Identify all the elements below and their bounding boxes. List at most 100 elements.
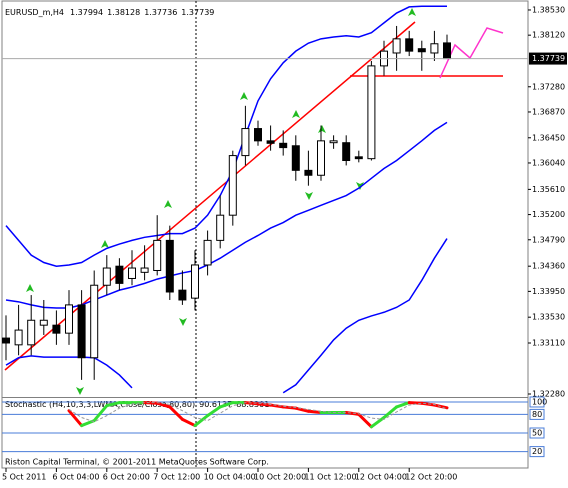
indicator-segment bbox=[281, 405, 298, 410]
x-tick-label: 11 Oct 12:00 bbox=[304, 473, 356, 482]
indicator-segment bbox=[105, 401, 121, 408]
x-tick-label: 12 Oct 20:00 bbox=[405, 473, 457, 482]
y-tick-label: 80 bbox=[532, 410, 542, 419]
fractal-up bbox=[101, 240, 109, 248]
x-tick-label: 7 Oct 12:00 bbox=[153, 473, 200, 482]
symbol-title: EURUSD_m,H4 bbox=[5, 8, 64, 17]
quote-high: 1.38128 bbox=[107, 8, 140, 17]
indicator-segment bbox=[218, 401, 235, 409]
indicator-segment bbox=[256, 402, 273, 407]
candle-body bbox=[304, 169, 313, 176]
indicator-segment bbox=[206, 405, 222, 418]
indicator-main-value: 90.6137 bbox=[199, 400, 232, 409]
candle-body bbox=[342, 142, 351, 162]
candle-body bbox=[52, 324, 61, 334]
fractal-up bbox=[292, 110, 300, 118]
candle-body bbox=[77, 304, 86, 359]
candle-body bbox=[417, 48, 426, 53]
candle-body bbox=[266, 140, 275, 144]
candle-body bbox=[65, 304, 73, 334]
candle-body bbox=[405, 38, 414, 52]
candle-body bbox=[153, 239, 162, 271]
candle-body bbox=[165, 239, 174, 293]
chart-header: EURUSD_m,H4 1.37994 1.38128 1.37736 1.37739 bbox=[5, 8, 214, 17]
x-tick-label: 5 Oct 2011 bbox=[2, 473, 46, 482]
level-label-box bbox=[529, 446, 545, 458]
candle-body bbox=[367, 65, 376, 160]
indicator-segment bbox=[143, 401, 159, 405]
indicator-segment bbox=[269, 403, 285, 409]
band-line bbox=[68, 402, 448, 423]
y-tick-label: 1.38120 bbox=[532, 31, 565, 40]
x-tick-label: 10 Oct 04:00 bbox=[204, 473, 256, 482]
fractal-up bbox=[164, 200, 172, 208]
level-label-box bbox=[529, 396, 545, 408]
band-line bbox=[5, 5, 447, 267]
candle-body bbox=[241, 128, 250, 157]
frame bbox=[1, 0, 529, 469]
current-price-box bbox=[529, 52, 567, 65]
y-tick-label: 1.32280 bbox=[532, 389, 565, 398]
candle-body bbox=[228, 155, 237, 216]
quote-low: 1.37736 bbox=[144, 8, 177, 17]
indicator-segment bbox=[67, 409, 84, 428]
candle-body bbox=[430, 43, 439, 54]
candle-body bbox=[203, 239, 212, 266]
y-tick-label: 1.36870 bbox=[532, 107, 565, 116]
y-tick-label: 1.33110 bbox=[532, 338, 565, 347]
level-label-box bbox=[529, 427, 545, 439]
candle-body bbox=[2, 337, 10, 344]
candle-body bbox=[115, 265, 124, 284]
indicator-segment bbox=[92, 404, 109, 423]
indicator-segment bbox=[294, 406, 310, 413]
fractal-up bbox=[318, 125, 326, 133]
current-price-label: 1.37739 bbox=[532, 54, 565, 63]
candle-body bbox=[354, 156, 363, 160]
band-line bbox=[282, 238, 448, 394]
indicator-segment bbox=[180, 417, 197, 428]
fractal-up bbox=[408, 8, 416, 16]
trend-line bbox=[4, 21, 416, 371]
y-tick-label: 1.38530 bbox=[532, 5, 565, 14]
x-tick-label: 10 Oct 20:00 bbox=[254, 473, 306, 482]
quote-open: 1.37994 bbox=[70, 8, 103, 17]
candle-body bbox=[317, 140, 325, 176]
indicator-segment bbox=[155, 401, 172, 409]
y-tick-label: 100 bbox=[532, 397, 547, 406]
candle-body bbox=[329, 140, 338, 144]
candle-body bbox=[254, 128, 262, 142]
candle-body bbox=[191, 264, 199, 299]
fractal-down bbox=[179, 318, 187, 326]
indicator-title: Stochastic (H4,10,3,3,LWMA,Close/Close,8… bbox=[5, 400, 195, 409]
y-tick-label: 1.35200 bbox=[532, 210, 565, 219]
candle-body bbox=[128, 267, 136, 279]
candle-body bbox=[291, 145, 300, 171]
y-tick-label: 1.34360 bbox=[532, 262, 565, 271]
quote-close: 1.37739 bbox=[181, 8, 214, 17]
indicator-segment bbox=[369, 415, 386, 429]
candle-body bbox=[178, 289, 187, 301]
candle-body bbox=[102, 267, 111, 286]
indicator-segment bbox=[306, 409, 323, 415]
y-tick-label: 1.34790 bbox=[532, 235, 565, 244]
y-tick-label: 1.33950 bbox=[532, 287, 565, 296]
candle-body bbox=[443, 42, 451, 60]
y-tick-label: 20 bbox=[532, 447, 542, 456]
y-tick-label: 1.33530 bbox=[532, 313, 565, 322]
indicator-segment bbox=[193, 414, 210, 428]
indicator-segment bbox=[395, 401, 411, 409]
indicator-segment bbox=[243, 401, 260, 406]
footer: Riston Capital Terminal, © 2001-2011 Met… bbox=[5, 458, 269, 467]
candle-body bbox=[279, 142, 288, 149]
y-tick-label: 1.36450 bbox=[532, 133, 565, 142]
level-label-box bbox=[529, 408, 545, 420]
band-line bbox=[5, 355, 133, 389]
candle-body bbox=[27, 319, 36, 346]
candle-body bbox=[39, 319, 48, 326]
fractal-up bbox=[26, 284, 34, 292]
x-tick-label: 12 Oct 04:00 bbox=[355, 473, 407, 482]
x-tick-label: 6 Oct 20:00 bbox=[103, 473, 150, 482]
indicator-segment bbox=[382, 405, 399, 419]
y-tick-label: 1.36040 bbox=[532, 158, 565, 167]
fractal-down bbox=[76, 387, 84, 395]
